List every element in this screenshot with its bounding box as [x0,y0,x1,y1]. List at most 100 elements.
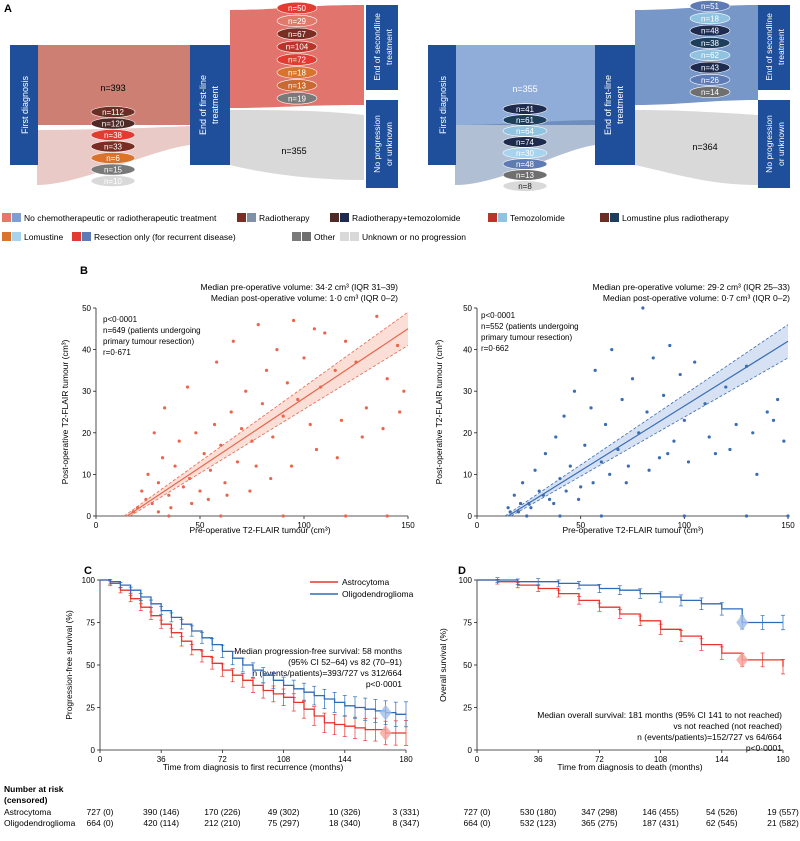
sankey-flow-total [455,45,595,125]
km-curve-oligodendroglioma [477,579,783,624]
km-text-3: n (events/patients)=152/727 vs 64/664 [637,732,782,742]
scatter-point [506,506,510,510]
scatter-point [744,364,749,368]
sankey-node-label: n=13 [288,81,307,90]
scatter-point [525,514,529,518]
stage-first-label: First diagnosis [438,75,448,134]
scatter-oligodendroglioma: Median pre-operative volume: 29·2 cm³ (I… [434,282,795,535]
legend-swatch-astro [2,232,11,241]
sankey-node-label: n=48 [516,160,535,169]
legend-label: Temozolomide [510,213,565,223]
sankey-node-label: n=6 [106,154,120,163]
scatter-point [167,514,171,518]
sankey-node [502,136,548,148]
x-tick-label: 150 [781,521,795,530]
scatter-point [402,389,406,393]
scatter-point [235,460,240,464]
x-tick-label: 36 [157,755,166,764]
legend-label: Radiotherapy [259,213,310,223]
risk-cell: 170 (226) [204,807,241,817]
legend-astro-label: Astrocytoma [342,577,390,587]
panel-a-label: A [4,3,12,15]
regression-ci-upper [504,324,789,517]
scatter-point [512,493,516,497]
sankey-node-label: n=120 [102,120,125,129]
sankey-node [276,79,318,92]
y-tick-label: 25 [463,704,472,713]
sankey-noprog-label: n=364 [692,142,717,152]
scatter-point [568,464,572,468]
scatter-point [682,418,686,422]
x-tick-label: 144 [338,755,352,764]
scatter-point [344,514,348,518]
scatter-point [533,468,537,472]
y-tick-label: 75 [463,619,472,628]
sankey-node-label: n=26 [701,76,720,85]
scatter-point [693,360,697,364]
scatter-point [610,348,614,352]
scatter-point [281,514,285,518]
scatter-point [323,331,327,335]
km-ci-diamond [379,704,392,721]
sankey-node [689,74,731,86]
scatter-point [223,481,227,485]
risk-row-oligo: Oligodendroglioma [4,818,76,828]
scatter-point [190,501,194,506]
legend-swatch-astro [340,232,349,241]
stage-end-secondline [366,5,398,90]
sankey-flow-total [37,45,190,125]
scatter-point [564,489,568,493]
legend-swatch-astro [600,213,609,222]
sankey-node-label: n=18 [701,14,720,23]
median-pre-text: Median pre-operative volume: 34·2 cm³ (I… [201,282,399,292]
sankey-node-label: n=33 [104,143,123,152]
x-axis-label: Time from diagnosis to death (months) [557,762,702,772]
scatter-point [225,493,229,497]
x-tick-label: 180 [399,755,413,764]
sankey-node-label: n=30 [516,149,535,158]
scatter-point [375,314,379,318]
regression-line [126,328,409,517]
scatter-point [765,410,769,414]
scatter-point [146,472,150,476]
stats-line-3: primary tumour resection) [481,333,572,342]
sankey-node [502,147,548,159]
scatter-point [583,443,587,447]
legend-swatch-oligo [302,232,311,241]
sankey-node [90,152,136,164]
scatter-point [579,485,583,489]
sankey-node-label: n=48 [701,27,720,36]
scatter-point [308,422,312,427]
x-tick-label: 100 [297,521,311,530]
y-tick-label: 10 [463,470,472,479]
y-axis-label: Post-operative T2-FLAIR tumour (cm³) [434,339,444,484]
scatter-point [289,464,294,468]
x-tick-label: 108 [277,755,291,764]
scatter-astrocytoma: Median pre-operative volume: 34·2 cm³ (I… [60,282,415,535]
sankey-second-line-nodes: n=50 n=29 n=67 n=104 n=72 n=18 n=13 n=19 [276,1,318,105]
y-tick-label: 50 [463,661,472,670]
sankey-node-label: n=10 [104,177,123,186]
risk-cell: 212 (210) [204,818,241,828]
km-text-2: vs not reached (not reached) [673,721,782,731]
sankey-node-label: n=112 [102,108,124,117]
y-axis-label: Post-operative T2-FLAIR tumour (cm³) [60,339,70,484]
x-tick-label: 36 [534,755,543,764]
scatter-point [591,481,595,485]
legend-label: Resection only (for recurrent disease) [94,232,236,242]
scatter-point [271,435,275,439]
median-pre-text: Median pre-operative volume: 29·2 cm³ (I… [593,282,791,292]
scatter-point [260,402,264,406]
legend-swatch-oligo [12,213,21,222]
scatter-point [250,439,254,443]
scatter-point [254,464,258,468]
legend-oligo-label: Oligodendroglioma [342,589,414,599]
y-tick-label: 50 [86,661,95,670]
stats-line-2: n=552 (patients undergoing [481,322,579,331]
scatter-point [215,360,219,364]
risk-cell: 3 (331) [393,807,420,817]
km-text-4: p<0·0001 [366,679,402,689]
legend-swatch-oligo [12,232,21,241]
y-tick-label: 10 [82,470,91,479]
stage-mid-label-1: End of first-line [603,75,613,135]
